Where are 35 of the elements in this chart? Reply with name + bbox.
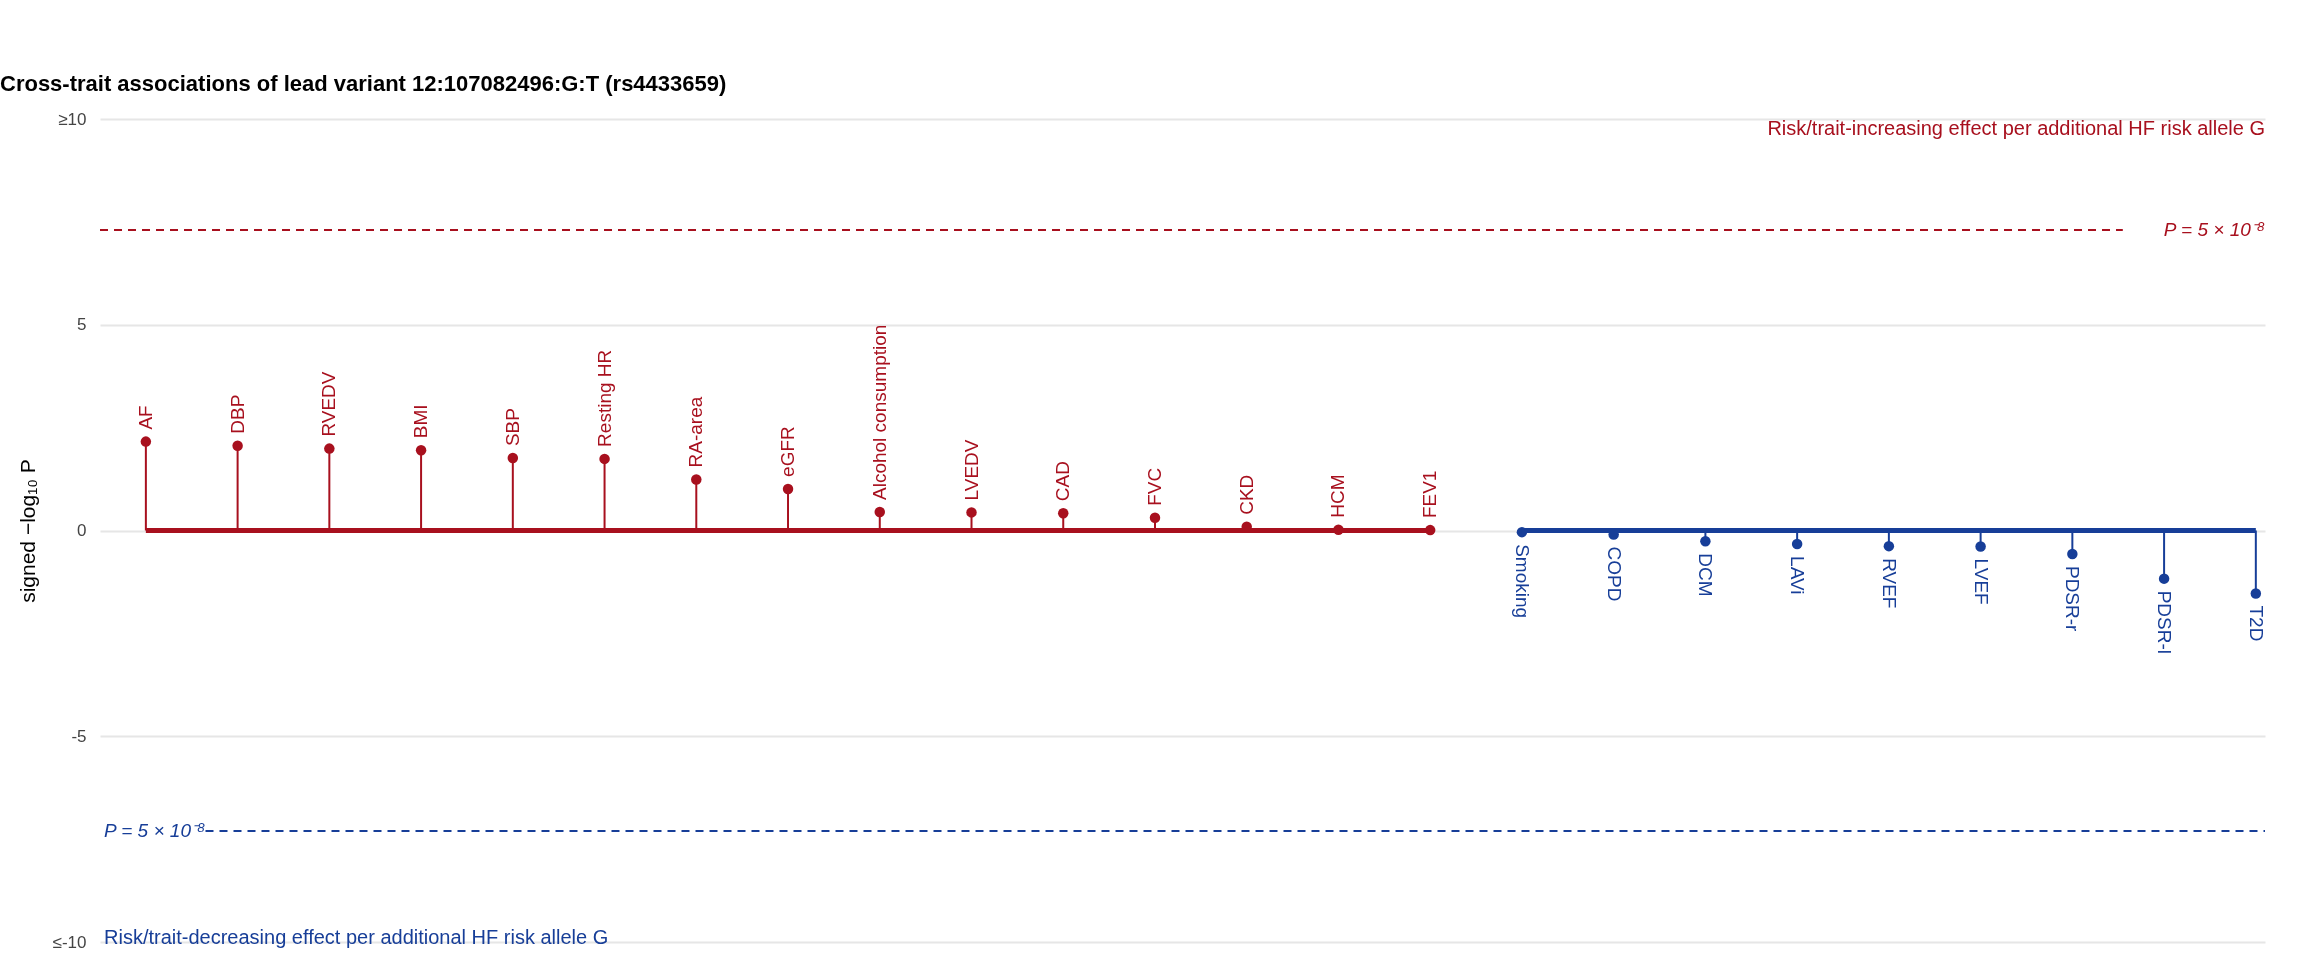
x-tick-label: RVEDV: [318, 371, 340, 437]
x-tick-label: RVEF: [1878, 558, 1900, 609]
x-tick-label: AF: [134, 405, 156, 430]
x-tick-label: FEV1: [1419, 470, 1441, 519]
x-tick-label: PDSR-r: [2062, 565, 2084, 633]
y-tick-label: ≥10: [58, 109, 87, 129]
x-tick-label: COPD: [1603, 546, 1625, 602]
x-tick-label: LVEF: [1970, 558, 1992, 605]
y-tick-label: 0: [77, 521, 87, 540]
x-tick-label: SBP: [501, 408, 523, 447]
y-tick-label: 5: [77, 315, 87, 335]
x-tick-label: Smoking: [1511, 544, 1533, 619]
x-tick-label: BMI: [410, 404, 432, 439]
x-tick-label: Resting HR: [593, 349, 615, 447]
x-tick-label: HCM: [1327, 474, 1349, 518]
annotation: Risk/trait-decreasing effect per additional HF risk allele G: [104, 926, 609, 948]
y-axis-title: signed −log₁₀ P: [15, 459, 39, 603]
x-tick-label: eGFR: [777, 426, 799, 477]
annotation: P = 5 × 10⁻⁸: [104, 819, 206, 841]
x-tick-label: Alcohol consumption: [868, 324, 890, 500]
x-tick-label: DCM: [1695, 553, 1717, 597]
y-tick-label: -5: [71, 726, 87, 746]
x-tick-label: CAD: [1052, 461, 1074, 502]
y-tick-label: ≤-10: [52, 932, 87, 952]
annotation: Risk/trait-increasing effect per additional HF risk allele G: [1767, 117, 2265, 139]
chart-title: Cross-trait associations of lead variant 12:107082496:G:T (rs4433659): [0, 71, 727, 96]
x-tick-label: LVEDV: [960, 439, 982, 501]
x-tick-label: LAVi: [1787, 556, 1809, 595]
annotation: P = 5 × 10⁻⁸: [2163, 219, 2265, 241]
x-tick-label: PDSR-l: [2154, 590, 2176, 654]
x-tick-label: T2D: [2245, 605, 2267, 642]
x-tick-label: RA-area: [685, 396, 707, 468]
x-tick-label: CKD: [1235, 474, 1257, 515]
x-tick-label: FVC: [1143, 467, 1165, 506]
x-tick-label: DBP: [226, 394, 248, 434]
